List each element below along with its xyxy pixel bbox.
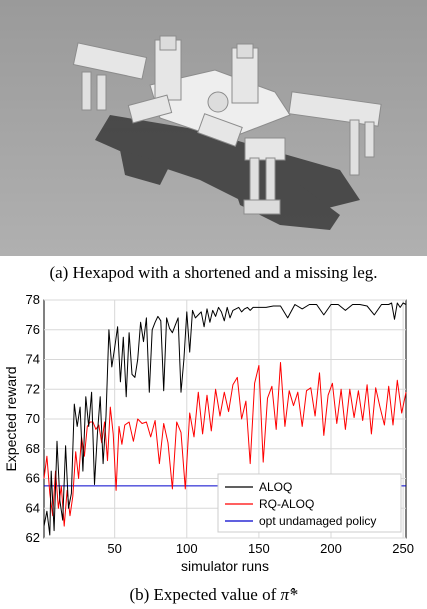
caption-b-text: (b) Expected value of xyxy=(129,585,281,604)
x-tick-label: 250 xyxy=(392,541,414,556)
expected-reward-chart: 50 100 150 200 250 62 64 66 68 70 72 74 76 78 simulat… xyxy=(3,292,414,574)
y-tick-label: 72 xyxy=(26,381,40,396)
x-tick-label: 150 xyxy=(248,541,270,556)
y-tick-label: 74 xyxy=(26,352,40,367)
y-tick-label: 76 xyxy=(26,322,40,337)
y-tick-label: 62 xyxy=(26,530,40,545)
x-axis-label: simulator runs xyxy=(181,558,269,574)
y-axis-label: Expected reward xyxy=(3,366,19,471)
legend-label-rq-aloq: RQ-ALOQ xyxy=(259,497,314,511)
y-tick-label: 70 xyxy=(26,411,40,426)
legend-label-opt-undamaged: opt undamaged policy xyxy=(259,514,376,528)
y-tick-label: 78 xyxy=(26,292,40,307)
series-line-aloq xyxy=(43,302,407,536)
x-tick-label: 50 xyxy=(107,541,121,556)
x-tick-label: 100 xyxy=(176,541,198,556)
caption-b: (b) Expected value of π̂* xyxy=(0,585,427,605)
hexapod-figure xyxy=(0,0,427,256)
tick-labels: 50 100 150 200 250 62 64 66 68 70 72 74 76 78 xyxy=(26,292,414,556)
y-tick-label: 68 xyxy=(26,441,40,456)
y-tick-label: 64 xyxy=(26,500,40,515)
hexapod-robot xyxy=(72,35,382,215)
caption-b-symbol: π̂* xyxy=(280,585,298,604)
y-tick-label: 66 xyxy=(26,471,40,486)
x-tick-label: 200 xyxy=(320,541,342,556)
legend-box xyxy=(217,473,402,533)
legend: ALOQ RQ-ALOQ opt undamaged policy xyxy=(217,473,402,533)
caption-a: (a) Hexapod with a shortened and a missi… xyxy=(49,263,378,282)
legend-label-aloq: ALOQ xyxy=(259,480,292,494)
